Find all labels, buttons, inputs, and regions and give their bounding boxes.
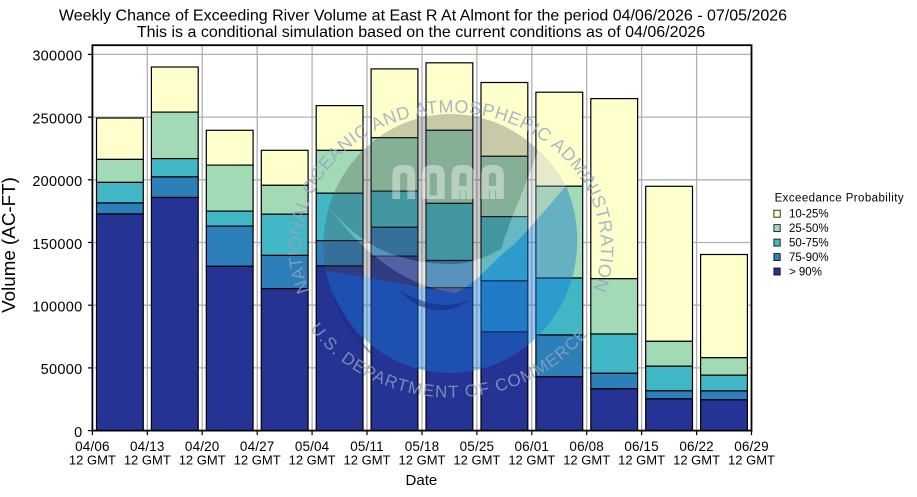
svg-text:This is a conditional simulati: This is a conditional simulation based o… — [137, 24, 705, 41]
svg-text:12 GMT: 12 GMT — [508, 452, 555, 467]
svg-text:06/29: 06/29 — [734, 439, 769, 454]
svg-text:12 GMT: 12 GMT — [69, 452, 116, 467]
svg-text:12 GMT: 12 GMT — [673, 452, 720, 467]
svg-text:Date: Date — [406, 472, 438, 489]
svg-text:04/27: 04/27 — [240, 439, 275, 454]
svg-text:04/20: 04/20 — [185, 439, 220, 454]
svg-text:300000: 300000 — [32, 49, 82, 65]
svg-text:12 GMT: 12 GMT — [618, 452, 665, 467]
svg-text:05/04: 05/04 — [295, 439, 330, 454]
svg-text:Exceedance Probability: Exceedance Probability — [775, 193, 904, 205]
svg-text:04/13: 04/13 — [130, 439, 165, 454]
svg-text:06/15: 06/15 — [624, 439, 659, 454]
svg-text:06/01: 06/01 — [515, 439, 550, 454]
svg-text:12 GMT: 12 GMT — [563, 452, 610, 467]
svg-text:05/18: 05/18 — [405, 439, 440, 454]
svg-text:06/22: 06/22 — [679, 439, 714, 454]
svg-text:75-90%: 75-90% — [789, 252, 829, 264]
svg-text:05/11: 05/11 — [350, 439, 384, 454]
svg-text:Volume (AC-FT): Volume (AC-FT) — [0, 177, 19, 313]
svg-text:12 GMT: 12 GMT — [344, 452, 391, 467]
svg-text:250000: 250000 — [32, 111, 82, 127]
svg-text:25-50%: 25-50% — [789, 223, 829, 235]
svg-text:Weekly Chance of Exceeding Riv: Weekly Chance of Exceeding River Volume … — [59, 8, 787, 25]
svg-text:0: 0 — [74, 425, 82, 441]
svg-text:200000: 200000 — [32, 174, 82, 190]
svg-text:05/25: 05/25 — [460, 439, 495, 454]
svg-text:50-75%: 50-75% — [789, 237, 829, 249]
svg-text:04/06: 04/06 — [75, 439, 110, 454]
svg-text:150000: 150000 — [32, 237, 82, 253]
svg-text:12 GMT: 12 GMT — [179, 452, 226, 467]
svg-text:50000: 50000 — [41, 362, 83, 378]
svg-text:12 GMT: 12 GMT — [453, 452, 500, 467]
svg-text:12 GMT: 12 GMT — [399, 452, 446, 467]
svg-text:100000: 100000 — [32, 300, 82, 316]
svg-text:12 GMT: 12 GMT — [289, 452, 336, 467]
svg-text:06/08: 06/08 — [569, 439, 604, 454]
svg-text:12 GMT: 12 GMT — [124, 452, 171, 467]
svg-text:12 GMT: 12 GMT — [234, 452, 281, 467]
svg-text:> 90%: > 90% — [789, 266, 822, 278]
svg-text:12 GMT: 12 GMT — [728, 452, 775, 467]
svg-text:10-25%: 10-25% — [789, 209, 829, 221]
